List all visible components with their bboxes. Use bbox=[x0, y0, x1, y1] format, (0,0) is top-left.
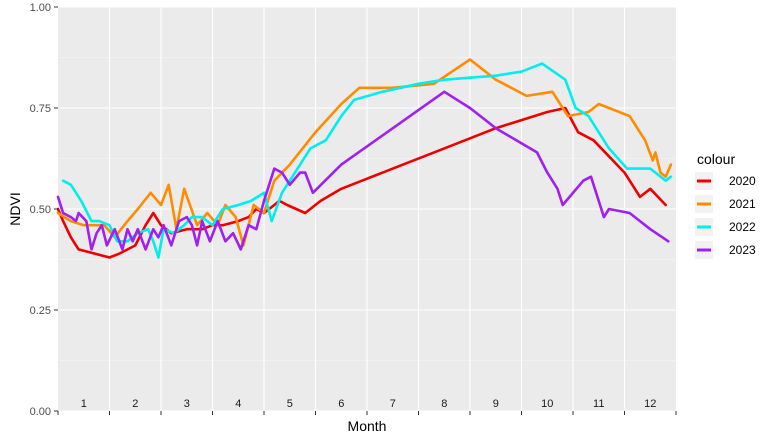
month-label: 7 bbox=[390, 398, 396, 410]
month-label: 9 bbox=[493, 398, 499, 410]
x-axis-title: Month bbox=[348, 418, 387, 434]
y-axis-title: NDVI bbox=[7, 192, 23, 225]
month-label: 10 bbox=[541, 398, 553, 410]
series-line-2023 bbox=[56, 90, 670, 251]
legend-label-2020: 2020 bbox=[729, 174, 756, 188]
month-label: 11 bbox=[593, 398, 604, 410]
month-label: 3 bbox=[184, 398, 190, 410]
y-tick-label: 0.75 bbox=[30, 103, 51, 115]
month-label: 2 bbox=[132, 398, 138, 410]
month-label: 1 bbox=[81, 398, 87, 410]
y-tick-label: 0.00 bbox=[30, 406, 51, 418]
major-gridlines bbox=[58, 6, 676, 412]
month-label: 5 bbox=[287, 398, 293, 410]
month-label: 12 bbox=[644, 398, 656, 410]
y-axis: 0.00 0.25 0.50 0.75 1.00 bbox=[30, 2, 58, 418]
series-line-2021 bbox=[56, 58, 673, 247]
month-label: 6 bbox=[338, 398, 344, 410]
legend-label-2022: 2022 bbox=[729, 220, 756, 234]
x-axis-ticks bbox=[57, 411, 677, 415]
month-label: 8 bbox=[441, 398, 447, 410]
series-lines bbox=[56, 58, 673, 259]
y-tick-label: 1.00 bbox=[30, 2, 51, 14]
y-tick-label: 0.50 bbox=[30, 204, 51, 216]
month-label: 4 bbox=[235, 398, 241, 410]
legend: colour 2020 2021 2022 2023 bbox=[695, 151, 756, 259]
legend-label-2023: 2023 bbox=[729, 243, 756, 257]
y-tick-label: 0.25 bbox=[30, 305, 51, 317]
legend-title: colour bbox=[697, 151, 735, 167]
legend-label-2021: 2021 bbox=[729, 197, 756, 211]
month-labels: 1 2 3 4 5 6 7 8 9 10 11 12 bbox=[81, 398, 657, 410]
series-line-2022 bbox=[61, 62, 673, 259]
